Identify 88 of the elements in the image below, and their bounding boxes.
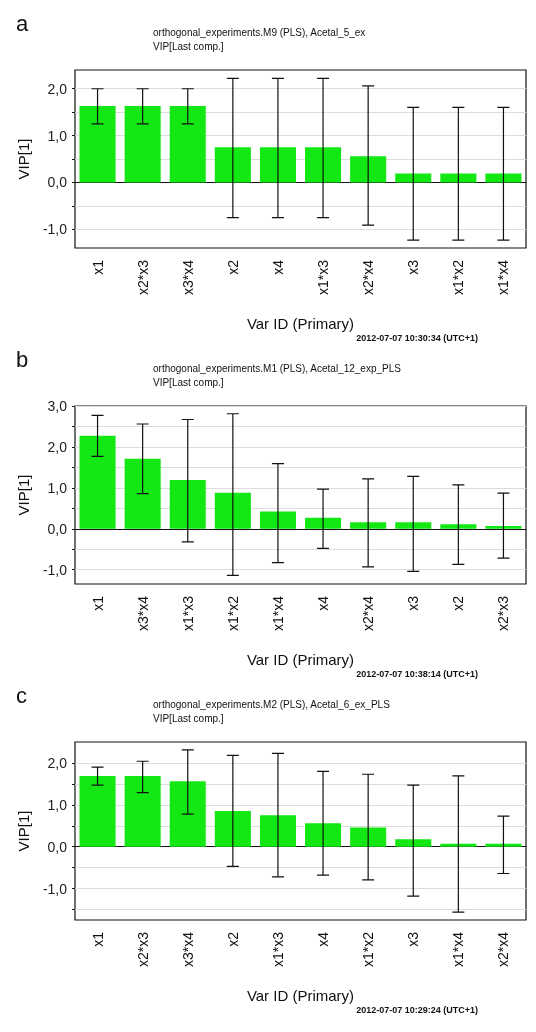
x-tick-label: x1*x2 — [360, 931, 377, 968]
bar — [440, 843, 477, 847]
bar — [440, 524, 477, 529]
bar — [214, 147, 251, 183]
y-axis-title: VIP[1] — [15, 138, 32, 180]
y-tick-label: 2,0 — [47, 754, 68, 771]
bar — [350, 156, 387, 183]
x-tick-label: x1*x4 — [269, 595, 286, 632]
x-tick-label: x3*x4 — [179, 931, 196, 968]
bar — [485, 525, 522, 529]
chart-title: orthogonal_experiments.M1 (PLS), Acetal_12_exp_PLS — [153, 362, 402, 374]
bar — [305, 147, 342, 183]
x-tick-label: x2 — [450, 595, 467, 611]
bar — [259, 511, 296, 529]
y-tick-label: 0,0 — [47, 520, 68, 537]
x-tick-label: x1*x3 — [179, 595, 196, 632]
x-tick-label: x1 — [89, 931, 106, 947]
x-tick-label: x3 — [405, 259, 422, 275]
bar — [79, 106, 116, 183]
chart-subtitle: VIP[Last comp.] — [153, 712, 224, 724]
x-axis-title: Var ID (Primary) — [246, 987, 355, 1004]
bar — [214, 811, 251, 847]
chart-title: orthogonal_experiments.M9 (PLS), Acetal_5_ex — [153, 26, 366, 38]
bar — [79, 775, 116, 847]
chart-title: orthogonal_experiments.M2 (PLS), Acetal_6_ex_PLS — [153, 698, 391, 710]
x-tick-label: x3*x4 — [179, 259, 196, 296]
x-tick-label: x2*x3 — [134, 931, 151, 968]
y-tick-label: -1,0 — [42, 880, 68, 897]
y-tick-label: -1,0 — [42, 221, 68, 238]
text: 2012-07-07 10:29:24 (UTC+1) — [356, 1004, 479, 1015]
x-tick-label: x2*x4 — [360, 259, 377, 296]
x-axis-title: Var ID (Primary) — [246, 651, 355, 668]
bar — [350, 522, 387, 529]
y-tick-label: 0,0 — [47, 838, 68, 855]
x-tick-label: x2*x3 — [495, 595, 512, 632]
y-axis-title: VIP[1] — [15, 810, 32, 852]
x-tick-label: x2 — [224, 931, 241, 947]
text: c — [16, 682, 27, 708]
text: 2012-07-07 10:38:14 (UTC+1) — [356, 668, 479, 679]
bar — [305, 823, 342, 847]
text: b — [16, 346, 29, 372]
x-tick-label: x2*x4 — [360, 595, 377, 632]
x-tick-label: x3 — [405, 595, 422, 611]
x-tick-label: x2*x4 — [495, 931, 512, 968]
x-tick-label: x4 — [269, 259, 286, 275]
x-tick-label: x2 — [224, 259, 241, 275]
x-tick-label: x2*x3 — [134, 259, 151, 296]
bar — [350, 827, 387, 847]
bar — [305, 517, 342, 529]
bar — [259, 147, 296, 183]
chart-subtitle: VIP[Last comp.] — [153, 40, 224, 52]
bar — [124, 106, 161, 183]
text: 2012-07-07 10:30:34 (UTC+1) — [356, 332, 479, 343]
bar — [169, 480, 206, 529]
x-tick-label: x3 — [405, 931, 422, 947]
x-tick-label: x1*x3 — [269, 931, 286, 968]
bar — [124, 458, 161, 529]
bar — [79, 435, 116, 529]
y-axis-title: VIP[1] — [15, 474, 32, 516]
bar — [214, 492, 251, 529]
bar — [485, 843, 522, 847]
text: a — [16, 10, 29, 36]
x-tick-label: x1*x4 — [495, 259, 512, 296]
bar — [169, 781, 206, 847]
bar — [259, 815, 296, 847]
x-tick-label: x1*x3 — [315, 259, 332, 296]
y-tick-label: 1,0 — [47, 127, 68, 144]
y-tick-label: 1,0 — [47, 479, 68, 496]
x-tick-label: x1 — [89, 595, 106, 611]
x-tick-label: x1 — [89, 259, 106, 275]
x-tick-label: x3*x4 — [134, 595, 151, 632]
y-tick-label: 2,0 — [47, 80, 68, 97]
bar — [124, 775, 161, 847]
y-tick-label: -1,0 — [42, 561, 68, 578]
bar — [169, 106, 206, 183]
y-tick-label: 0,0 — [47, 174, 68, 191]
bar — [395, 839, 432, 847]
x-tick-label: x4 — [315, 931, 332, 947]
y-tick-label: 1,0 — [47, 796, 68, 813]
x-tick-label: x1*x4 — [450, 931, 467, 968]
x-tick-label: x4 — [315, 595, 332, 611]
y-tick-label: 3,0 — [47, 398, 68, 414]
x-axis-title: Var ID (Primary) — [246, 315, 355, 332]
bar — [395, 522, 432, 529]
x-tick-label: x1*x2 — [450, 259, 467, 296]
chart-subtitle: VIP[Last comp.] — [153, 376, 224, 388]
y-tick-label: 2,0 — [47, 438, 68, 455]
x-tick-label: x1*x2 — [224, 595, 241, 632]
